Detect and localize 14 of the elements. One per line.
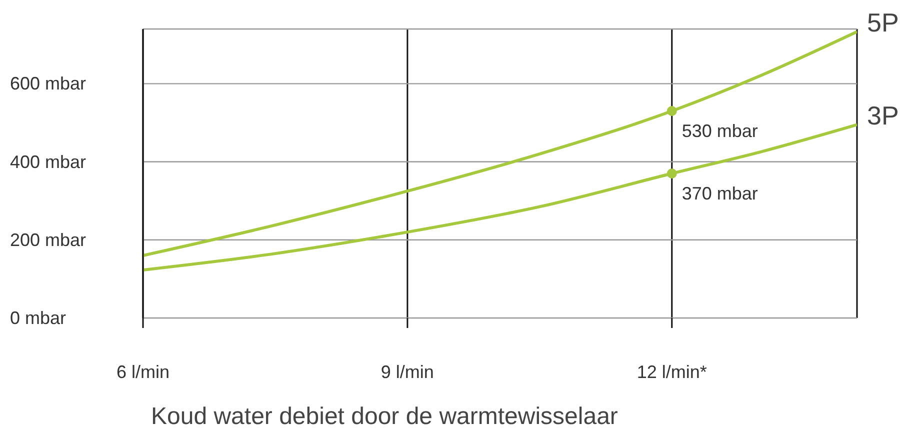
- series-label: 3P: [867, 100, 899, 131]
- y-tick-label: 0 mbar: [10, 308, 66, 328]
- x-tick-label: 6 l/min: [116, 362, 170, 382]
- y-tick-label: 200 mbar: [10, 230, 86, 250]
- line-series: [143, 123, 857, 272]
- y-tick-label: 600 mbar: [10, 74, 86, 94]
- x-axis-title: Koud water debiet door de warmtewisselaar: [151, 403, 618, 430]
- series-label: 5P: [867, 8, 899, 38]
- x-tick-label: 12 l/min*: [636, 362, 707, 382]
- annotation: 530 mbar: [682, 121, 758, 142]
- x-tick-label: 9 l/min: [380, 362, 434, 382]
- annotation: 370 mbar: [682, 184, 758, 204]
- y-tick-label: 400 mbar: [10, 152, 86, 172]
- line-series: [143, 30, 857, 258]
